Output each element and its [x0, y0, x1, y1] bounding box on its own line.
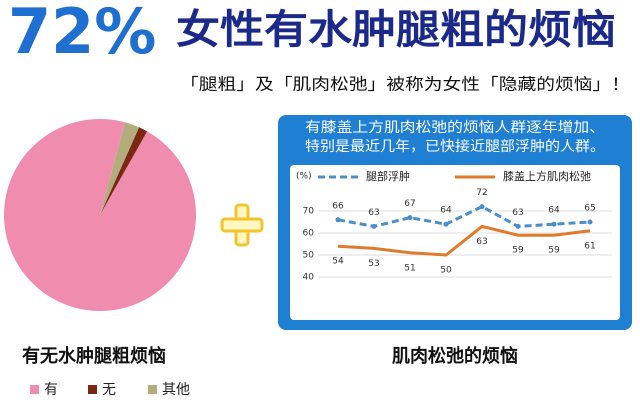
data-label: 72	[476, 188, 487, 198]
line-title: 肌肉松弛的烦恼	[392, 345, 518, 367]
point	[587, 219, 593, 225]
series-line	[337, 204, 591, 228]
point	[335, 217, 341, 223]
y-tick-label: 60	[303, 229, 315, 239]
point	[515, 223, 521, 229]
data-label: 61	[584, 241, 595, 251]
data-label: 53	[368, 259, 379, 269]
pie-slice	[4, 118, 196, 311]
pie-slice	[100, 122, 140, 215]
data-label: 59	[512, 246, 524, 256]
legend-label: 膝盖上方肌肉松弛	[503, 169, 591, 183]
point	[443, 221, 449, 227]
data-label: 63	[512, 208, 523, 218]
y-tick-label: 70	[303, 207, 315, 217]
data-label: 50	[440, 266, 452, 276]
data-label: 63	[368, 208, 379, 218]
data-label: 51	[404, 263, 415, 273]
annotation: 特别是最近几年，已快接近腿部浮肿的人群。	[305, 138, 605, 155]
series-line	[337, 224, 591, 257]
plus-sign	[220, 203, 264, 247]
point	[371, 223, 377, 229]
data-label: 54	[332, 257, 344, 267]
y-axis-label: (%)	[296, 172, 312, 182]
point	[551, 221, 557, 227]
legend-label: 无	[102, 382, 116, 398]
pie-title: 有无水肿腿粗烦恼	[22, 345, 166, 367]
data-label: 59	[548, 246, 560, 256]
annotation: 有膝盖上方肌肉松弛的烦恼人群逐年增加、	[305, 120, 605, 136]
title-number: 72%	[8, 0, 156, 68]
point	[407, 215, 413, 221]
legend-label: 其他	[162, 382, 190, 398]
legend-swatch	[88, 385, 97, 394]
title-text: 女性有水肿腿粗的烦恼	[176, 7, 616, 53]
data-label: 63	[476, 237, 487, 247]
y-tick-label: 40	[303, 273, 315, 283]
point	[479, 204, 485, 210]
subtitle: 「腿粗」及「肌肉松弛」被称为女性「隐藏的烦恼」！	[180, 75, 630, 94]
data-label: 67	[404, 199, 415, 209]
y-tick-label: 50	[303, 251, 315, 261]
data-label: 64	[440, 206, 452, 216]
legend-label: 有	[44, 382, 58, 398]
pie-slice	[100, 127, 148, 215]
chart-panel	[290, 165, 620, 320]
data-label: 64	[548, 206, 560, 216]
legend-label: 腿部浮肿	[366, 169, 410, 183]
legend-swatch	[148, 385, 157, 394]
data-label: 66	[332, 201, 344, 211]
legend-swatch	[30, 385, 39, 394]
data-label: 65	[584, 204, 595, 214]
